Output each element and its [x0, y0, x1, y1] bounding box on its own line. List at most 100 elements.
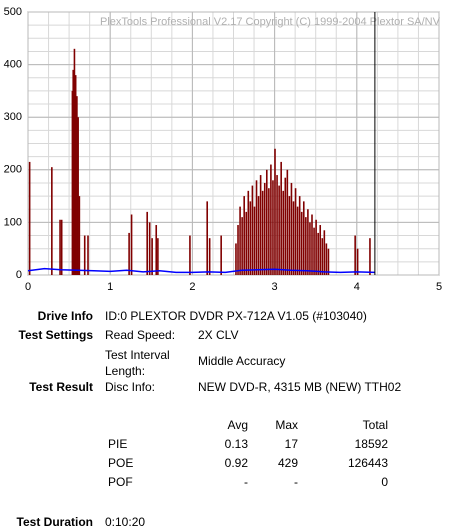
bar — [270, 164, 272, 275]
bar — [280, 161, 282, 275]
x-tick-label: 3 — [272, 281, 278, 293]
table-cell: 18592 — [354, 437, 388, 451]
bar — [321, 238, 324, 275]
table-cell: 0.13 — [224, 437, 248, 451]
bar — [290, 182, 293, 275]
bar — [87, 235, 89, 275]
table-cell: 0.92 — [224, 456, 248, 470]
bar — [272, 180, 274, 275]
bar — [155, 225, 158, 275]
table-cell: 429 — [277, 456, 298, 470]
table-cell: 126443 — [347, 456, 388, 470]
bar — [74, 75, 77, 276]
bar — [237, 225, 239, 275]
row-label: POF — [108, 475, 133, 489]
bar — [276, 175, 278, 275]
bar — [298, 196, 301, 275]
bar — [51, 167, 53, 275]
bar — [325, 243, 328, 275]
bar — [292, 201, 295, 275]
bar — [148, 222, 151, 275]
row-label: POE — [108, 456, 134, 470]
bar — [356, 248, 359, 275]
y-tick-label: 300 — [4, 111, 22, 123]
table-header: Max — [275, 418, 298, 432]
bar — [323, 230, 326, 275]
bar — [268, 188, 270, 275]
bar — [130, 214, 133, 275]
y-tick-label: 200 — [4, 164, 22, 176]
value: NEW DVD-R, 4315 MB (NEW) TTH02 — [198, 380, 402, 394]
x-tick-label: 2 — [189, 281, 195, 293]
x-tick-label: 5 — [436, 281, 442, 293]
bar — [288, 196, 291, 275]
x-tick-label: 1 — [107, 281, 113, 293]
bar — [255, 180, 258, 275]
bar — [157, 238, 159, 275]
bar — [245, 211, 248, 275]
bar — [151, 238, 153, 275]
bar — [77, 117, 79, 275]
bar — [76, 96, 78, 275]
bar — [259, 175, 262, 275]
line — [27, 267, 375, 274]
bar — [284, 177, 287, 275]
bar — [327, 248, 330, 275]
bar — [59, 219, 61, 275]
table-cell: 17 — [284, 437, 298, 451]
bar — [247, 190, 250, 275]
y-tick-label: 100 — [4, 216, 22, 228]
bar — [265, 169, 268, 275]
bar — [60, 219, 63, 275]
bar — [315, 219, 317, 275]
value: Middle Accuracy — [198, 354, 286, 368]
y-tick-label: 400 — [4, 59, 22, 71]
table-cell: - — [294, 475, 298, 489]
label: Test Interval Length: — [105, 348, 170, 378]
bar — [300, 211, 303, 275]
bar — [73, 48, 76, 275]
table-header: Total — [362, 418, 388, 432]
bar — [251, 185, 254, 275]
bar — [235, 243, 237, 275]
bar — [28, 161, 31, 275]
bar — [313, 227, 315, 275]
table-header: Avg — [227, 418, 248, 432]
bar — [278, 185, 280, 275]
bar — [263, 182, 266, 275]
y-tick-label: 0 — [16, 269, 22, 281]
bar — [208, 238, 211, 275]
label: Test Result — [29, 380, 93, 394]
bar — [71, 90, 74, 276]
bar — [296, 206, 299, 275]
bar — [243, 196, 245, 275]
bar — [311, 214, 313, 275]
bar — [282, 190, 285, 275]
bar — [241, 217, 243, 275]
bar — [83, 235, 86, 275]
bar — [220, 235, 222, 275]
x-tick-label: 4 — [354, 281, 360, 293]
label: Drive Info — [37, 309, 93, 323]
bar — [189, 235, 191, 275]
bar — [274, 148, 276, 275]
bar — [307, 209, 309, 275]
value: 0:10:20 — [105, 515, 146, 529]
label: Test Duration — [16, 515, 93, 529]
bar — [294, 188, 297, 275]
bar — [249, 201, 252, 275]
bar — [286, 169, 289, 275]
bar — [257, 196, 260, 275]
value: 2X CLV — [198, 328, 239, 342]
label: Test Settings — [18, 328, 93, 342]
bar — [239, 206, 241, 275]
value: ID:0 PLEXTOR DVDR PX-712A V1.05 (#103040… — [105, 309, 367, 323]
bar — [309, 222, 311, 275]
y-tick-label: 500 — [4, 6, 22, 18]
bar — [302, 201, 305, 275]
bar — [128, 232, 130, 275]
bar — [72, 69, 75, 275]
bar — [206, 201, 208, 275]
bar — [319, 225, 322, 275]
